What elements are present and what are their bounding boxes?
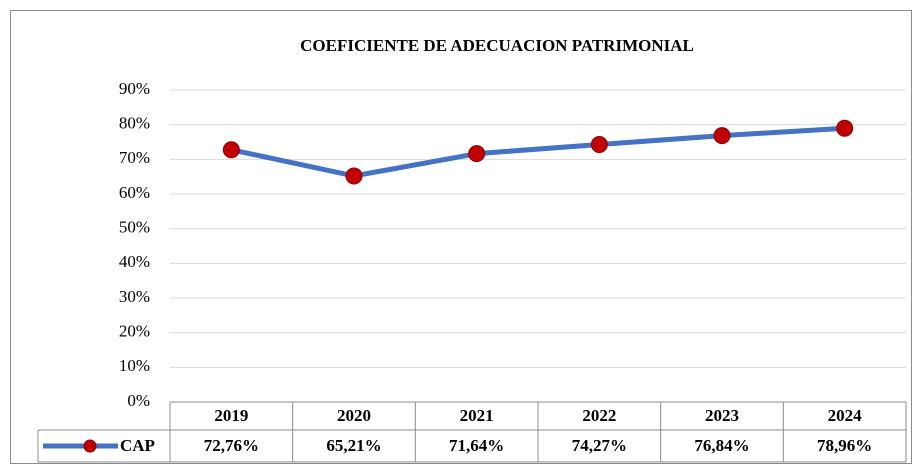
y-tick-label: 0% [127,391,150,410]
chart-title: COEFICIENTE DE ADECUACION PATRIMONIAL [300,36,694,55]
data-label: 74,27% [572,436,627,455]
legend-label: CAP [120,436,155,455]
data-point [222,141,240,159]
x-tick-label: 2021 [460,406,494,425]
x-tick-label: 2024 [828,406,863,425]
x-tick-label: 2020 [337,406,371,425]
data-label: 71,64% [449,436,504,455]
chart-frame [10,10,912,464]
data-label: 65,21% [326,436,381,455]
data-point [345,167,363,185]
y-tick-label: 10% [119,356,150,375]
x-tick-label: 2022 [582,406,616,425]
data-point [836,119,854,137]
data-point [468,145,486,163]
series-line [230,125,845,179]
y-tick-label: 70% [119,148,150,167]
y-tick-label: 90% [119,79,150,98]
x-tick-label: 2023 [705,406,739,425]
data-label: 78,96% [817,436,872,455]
y-tick-label: 80% [119,114,150,133]
data-label: 72,76% [204,436,259,455]
x-tick-label: 2019 [214,406,248,425]
y-tick-label: 60% [119,183,150,202]
data-point [590,136,608,154]
y-tick-label: 20% [119,322,150,341]
y-tick-label: 50% [119,218,150,237]
y-tick-label: 40% [119,252,150,271]
y-tick-label: 30% [119,287,150,306]
data-point [713,127,731,145]
legend-marker [83,439,97,453]
data-label: 76,84% [694,436,749,455]
